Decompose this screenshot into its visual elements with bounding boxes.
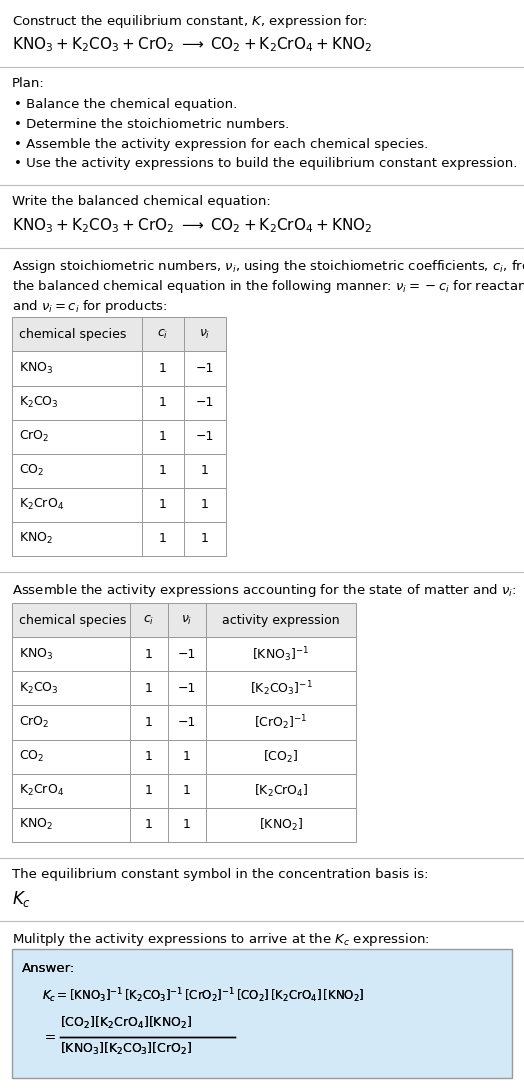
Bar: [12, 385, 226, 420]
Text: Plan:: Plan:: [12, 77, 45, 91]
Text: $\mathrm{K_2CrO_4}$: $\mathrm{K_2CrO_4}$: [19, 783, 64, 799]
Text: $\mathrm{CrO_2}$: $\mathrm{CrO_2}$: [19, 429, 49, 444]
Text: Write the balanced chemical equation:: Write the balanced chemical equation:: [12, 195, 271, 208]
Text: −1: −1: [178, 682, 196, 695]
Text: $\mathrm{KNO_2}$: $\mathrm{KNO_2}$: [19, 817, 53, 832]
Text: 1: 1: [183, 784, 191, 798]
Text: 1: 1: [145, 818, 153, 831]
Text: $[\mathrm{KNO_3}][\mathrm{K_2CO_3}][\mathrm{CrO_2}]$: $[\mathrm{KNO_3}][\mathrm{K_2CO_3}][\mat…: [60, 1041, 192, 1057]
Bar: [12, 671, 356, 706]
Text: −1: −1: [196, 430, 214, 443]
Text: −1: −1: [196, 396, 214, 409]
Text: $\mathrm{K_2CO_3}$: $\mathrm{K_2CO_3}$: [19, 681, 59, 696]
Text: 1: 1: [201, 465, 209, 477]
Text: 1: 1: [159, 362, 167, 375]
Text: −1: −1: [178, 648, 196, 661]
Text: 1: 1: [159, 532, 167, 546]
Bar: [12, 603, 356, 637]
Bar: [12, 774, 356, 807]
Text: $=$: $=$: [42, 1030, 56, 1042]
Text: 1: 1: [159, 396, 167, 409]
Text: 1: 1: [145, 682, 153, 695]
Text: $\mathrm{K_2CrO_4}$: $\mathrm{K_2CrO_4}$: [19, 497, 64, 513]
Text: chemical species: chemical species: [19, 328, 126, 340]
Text: $[\mathrm{KNO_3}]^{-1}$: $[\mathrm{KNO_3}]^{-1}$: [253, 645, 310, 663]
Text: $[\mathrm{KNO_3}][\mathrm{K_2CO_3}][\mathrm{CrO_2}]$: $[\mathrm{KNO_3}][\mathrm{K_2CO_3}][\mat…: [60, 1041, 192, 1057]
Text: 1: 1: [201, 499, 209, 512]
Text: $[\mathrm{CO_2}][\mathrm{K_2CrO_4}][\mathrm{KNO_2}]$: $[\mathrm{CO_2}][\mathrm{K_2CrO_4}][\mat…: [60, 1015, 192, 1031]
Text: $\nu_i$: $\nu_i$: [199, 327, 211, 340]
Text: $[\mathrm{CrO_2}]^{-1}$: $[\mathrm{CrO_2}]^{-1}$: [254, 714, 308, 732]
Text: $\mathrm{CrO_2}$: $\mathrm{CrO_2}$: [19, 715, 49, 730]
Text: 1: 1: [145, 751, 153, 763]
Text: $K_c$: $K_c$: [12, 889, 31, 909]
Bar: [12, 706, 356, 740]
Text: 1: 1: [145, 716, 153, 729]
Text: The equilibrium constant symbol in the concentration basis is:: The equilibrium constant symbol in the c…: [12, 868, 429, 882]
Bar: [12, 740, 356, 774]
Text: $[\mathrm{K_2CrO_4}]$: $[\mathrm{K_2CrO_4}]$: [254, 782, 308, 799]
Text: $\mathrm{KNO_3 + K_2CO_3 + CrO_2 \;\longrightarrow\; CO_2 + K_2CrO_4 + KNO_2}$: $\mathrm{KNO_3 + K_2CO_3 + CrO_2 \;\long…: [12, 35, 373, 55]
Text: $c_i$: $c_i$: [157, 327, 169, 340]
Text: Assign stoichiometric numbers, $\nu_i$, using the stoichiometric coefficients, $: Assign stoichiometric numbers, $\nu_i$, …: [12, 259, 524, 275]
Text: $\mathrm{K_2CO_3}$: $\mathrm{K_2CO_3}$: [19, 395, 59, 410]
Text: • Use the activity expressions to build the equilibrium constant expression.: • Use the activity expressions to build …: [14, 157, 517, 170]
Text: −1: −1: [196, 362, 214, 375]
Text: 1: 1: [183, 818, 191, 831]
Text: $\mathrm{CO_2}$: $\mathrm{CO_2}$: [19, 750, 45, 764]
Text: activity expression: activity expression: [222, 614, 340, 626]
Bar: [12, 807, 356, 842]
Text: −1: −1: [178, 716, 196, 729]
Text: 1: 1: [145, 648, 153, 661]
Text: $\mathrm{CO_2}$: $\mathrm{CO_2}$: [19, 464, 45, 478]
Text: $K_c = [\mathrm{KNO_3}]^{-1}\,[\mathrm{K_2CO_3}]^{-1}\,[\mathrm{CrO_2}]^{-1}\,[\: $K_c = [\mathrm{KNO_3}]^{-1}\,[\mathrm{K…: [42, 986, 364, 1005]
Text: Answer:: Answer:: [22, 962, 75, 975]
Text: $\nu_i$: $\nu_i$: [181, 614, 193, 627]
Text: $[\mathrm{K_2CO_3}]^{-1}$: $[\mathrm{K_2CO_3}]^{-1}$: [249, 679, 312, 698]
Text: $[\mathrm{KNO_2}]$: $[\mathrm{KNO_2}]$: [259, 817, 303, 832]
Text: • Assemble the activity expression for each chemical species.: • Assemble the activity expression for e…: [14, 137, 428, 151]
Text: the balanced chemical equation in the following manner: $\nu_i = -c_i$ for react: the balanced chemical equation in the fo…: [12, 278, 524, 295]
Text: 1: 1: [159, 499, 167, 512]
Text: $\mathrm{KNO_3 + K_2CO_3 + CrO_2 \;\longrightarrow\; CO_2 + K_2CrO_4 + KNO_2}$: $\mathrm{KNO_3 + K_2CO_3 + CrO_2 \;\long…: [12, 216, 373, 235]
Text: $\mathrm{KNO_3}$: $\mathrm{KNO_3}$: [19, 647, 53, 662]
Bar: [12, 454, 226, 488]
Text: $=$: $=$: [42, 1030, 56, 1042]
Text: 1: 1: [183, 751, 191, 763]
Text: Assemble the activity expressions accounting for the state of matter and $\nu_i$: Assemble the activity expressions accoun…: [12, 583, 517, 599]
Text: Answer:: Answer:: [22, 962, 75, 975]
Text: $\mathrm{KNO_2}$: $\mathrm{KNO_2}$: [19, 531, 53, 547]
Text: $[\mathrm{CO_2}]$: $[\mathrm{CO_2}]$: [264, 748, 299, 765]
Text: 1: 1: [145, 784, 153, 798]
Bar: [12, 351, 226, 385]
Bar: [12, 521, 226, 556]
Text: 1: 1: [159, 430, 167, 443]
Text: $c_i$: $c_i$: [144, 614, 155, 627]
Bar: [12, 637, 356, 671]
Text: • Determine the stoichiometric numbers.: • Determine the stoichiometric numbers.: [14, 118, 289, 131]
Text: $\mathrm{KNO_3}$: $\mathrm{KNO_3}$: [19, 361, 53, 376]
Text: and $\nu_i = c_i$ for products:: and $\nu_i = c_i$ for products:: [12, 298, 168, 314]
Bar: [12, 317, 226, 351]
Text: chemical species: chemical species: [19, 614, 126, 626]
Bar: [12, 420, 226, 454]
Text: $[\mathrm{CO_2}][\mathrm{K_2CrO_4}][\mathrm{KNO_2}]$: $[\mathrm{CO_2}][\mathrm{K_2CrO_4}][\mat…: [60, 1015, 192, 1031]
Text: 1: 1: [159, 465, 167, 477]
FancyBboxPatch shape: [12, 949, 512, 1078]
Text: 1: 1: [201, 532, 209, 546]
Text: $K_c = [\mathrm{KNO_3}]^{-1}\,[\mathrm{K_2CO_3}]^{-1}\,[\mathrm{CrO_2}]^{-1}\,[\: $K_c = [\mathrm{KNO_3}]^{-1}\,[\mathrm{K…: [42, 986, 364, 1005]
Bar: [12, 488, 226, 521]
Text: Mulitply the activity expressions to arrive at the $K_c$ expression:: Mulitply the activity expressions to arr…: [12, 931, 430, 948]
Text: • Balance the chemical equation.: • Balance the chemical equation.: [14, 98, 237, 111]
Text: Construct the equilibrium constant, $K$, expression for:: Construct the equilibrium constant, $K$,…: [12, 13, 368, 31]
